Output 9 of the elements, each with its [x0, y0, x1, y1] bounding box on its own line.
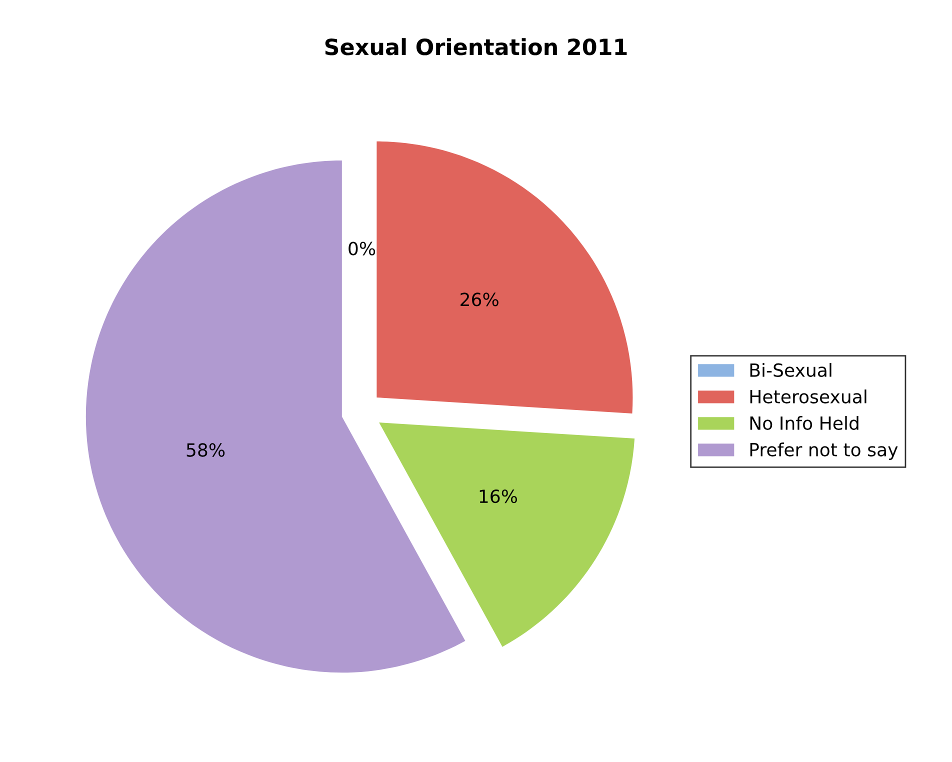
text: 0% — [348, 242, 376, 256]
legend-label: Bi-Sexual — [750, 362, 832, 377]
chart-title: Sexual Orientation 2011 — [325, 38, 627, 56]
legend-label: Heterosexual — [750, 389, 866, 404]
legend-label: No Info Held — [750, 416, 858, 430]
data-label: 26% — [460, 292, 498, 306]
legend-label: Prefer not to say — [750, 442, 898, 460]
data-label: 58% — [186, 443, 225, 457]
data-label: 16% — [480, 489, 518, 504]
